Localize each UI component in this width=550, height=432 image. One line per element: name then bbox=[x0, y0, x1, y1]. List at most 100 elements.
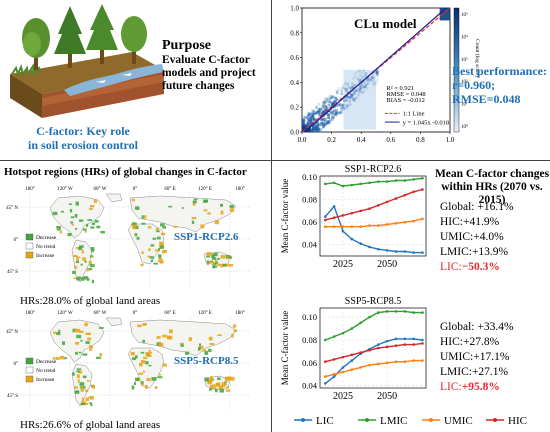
series-hic-point bbox=[377, 346, 380, 350]
series-hic-point bbox=[368, 348, 371, 352]
series-lmic-point bbox=[332, 335, 336, 338]
series-hic-point bbox=[324, 218, 327, 222]
best-performance-line-2: r=0.960; bbox=[452, 78, 496, 92]
ssp1-global: Global: +16.1% bbox=[440, 201, 514, 213]
ssp1-hic: HIC:+41.9% bbox=[440, 216, 500, 228]
series-hic-point bbox=[332, 358, 336, 361]
series-lmic-point bbox=[324, 182, 327, 186]
series-hic-point bbox=[385, 200, 389, 204]
series-umic-point bbox=[332, 372, 336, 376]
series-lic-point bbox=[385, 339, 389, 343]
clu-colorbar bbox=[453, 7, 460, 133]
lon-tick-label: 180° bbox=[25, 187, 35, 192]
series-lmic-point bbox=[377, 180, 380, 183]
lat-tick-label: 45° S bbox=[7, 270, 18, 275]
line-y-tick-label: 0.08 bbox=[302, 195, 317, 205]
colorbar-tick-label: 10³ bbox=[461, 57, 468, 63]
clu-x-tick-label: 0.0 bbox=[298, 136, 307, 144]
series-lic-point bbox=[412, 251, 415, 254]
series-lic-point bbox=[377, 247, 380, 251]
series-lmic-point bbox=[368, 315, 371, 319]
horizontal-divider bbox=[0, 160, 550, 161]
line-chart-2: SSP5-RCP8.5 0.04 0.06 0.08 0.10 2025 2050 Mean … bbox=[280, 296, 427, 402]
series-umic-point bbox=[332, 225, 336, 229]
series-lic-point bbox=[350, 237, 354, 241]
ssp5-lic-value: +95.8% bbox=[461, 381, 500, 393]
series-umic-point bbox=[394, 360, 398, 364]
series-umic-line bbox=[325, 218, 423, 228]
ssp1-lic-prefix: LIC: bbox=[440, 261, 462, 273]
map-2: 180° 120° W 60° W 0° 60° E 120° E 180° 45° N 0° 4… bbox=[6, 311, 250, 431]
clu-r2: R² = 0.921 bbox=[386, 85, 414, 92]
series-lmic-point bbox=[341, 184, 345, 188]
series-lic-point bbox=[332, 205, 336, 208]
map-1-hotspots bbox=[52, 198, 235, 284]
map-legend-label: Decrease bbox=[36, 359, 57, 365]
lat-tick-label: 45° S bbox=[7, 394, 18, 399]
series-umic-point bbox=[403, 220, 407, 224]
series-lmic-point bbox=[377, 311, 380, 314]
series-lmic-point bbox=[403, 310, 407, 313]
line-x-tick-label: 2025 bbox=[333, 391, 353, 402]
series-lic-point bbox=[377, 343, 380, 346]
line-legend: LIC LMIC UMIC HIC bbox=[294, 415, 527, 427]
line-chart-1-ylabel: Mean C-factor value bbox=[280, 179, 290, 253]
lon-tick-label: 60° W bbox=[94, 311, 107, 316]
lon-tick-label: 180° bbox=[235, 311, 245, 316]
line-y-tick-label: 0.04 bbox=[302, 381, 318, 391]
ssp1-changes: Global: +16.1% HIC:+41.9% UMIC:+4.0% LMI… bbox=[440, 200, 550, 275]
colorbar-tick-label: 10⁰ bbox=[461, 124, 468, 130]
map-2-caption: HRs:26.6% of global land areas bbox=[20, 419, 160, 431]
series-lic-point bbox=[324, 382, 327, 385]
series-umic-point bbox=[412, 219, 415, 223]
ssp5-global: Global: +33.4% bbox=[440, 321, 514, 333]
legend-lmic: LMIC bbox=[380, 415, 408, 427]
series-hic-point bbox=[412, 343, 415, 346]
series-lic-point bbox=[359, 242, 362, 245]
map-1-scenario: SSP1-RCP2.6 bbox=[174, 231, 239, 243]
series-hic-point bbox=[412, 190, 415, 194]
series-lmic-point bbox=[350, 183, 354, 187]
series-lmic-point bbox=[412, 311, 415, 314]
ssp1-lic-value: −50.3% bbox=[461, 261, 500, 273]
ssp5-changes: Global: +33.4% HIC:+27.8% UMIC:+17.1% LM… bbox=[440, 320, 550, 395]
lon-tick-label: 180° bbox=[235, 187, 245, 192]
clu-y-tick-label: 0.8 bbox=[290, 29, 299, 37]
line-y-tick-label: 0.10 bbox=[302, 172, 317, 182]
series-hic-point bbox=[350, 353, 354, 357]
map-legend-label: No trend bbox=[36, 244, 56, 250]
series-hic-point bbox=[394, 344, 398, 348]
series-umic-point bbox=[394, 222, 398, 225]
series-lic-point bbox=[324, 215, 327, 218]
soil-erosion-illustration bbox=[10, 4, 164, 118]
series-lmic-point bbox=[421, 176, 424, 180]
series-umic-point bbox=[385, 223, 389, 226]
hotspot-maps: 180° 120° W 60° W 0° 60° E 120° E 180° 45° N 0° 4… bbox=[6, 187, 250, 431]
series-lmic-point bbox=[385, 310, 389, 313]
series-lic-point bbox=[332, 375, 336, 378]
series-umic-point bbox=[324, 225, 327, 229]
best-performance-line-1: Best performance: bbox=[452, 64, 547, 78]
vertical-divider bbox=[271, 0, 272, 432]
series-umic-point bbox=[350, 225, 354, 229]
ssp1-umic: UMIC:+4.0% bbox=[440, 231, 504, 243]
series-lmic-point bbox=[412, 178, 415, 181]
hotspot-title: Hotspot regions (HRs) of global changes … bbox=[4, 166, 247, 178]
series-umic-point bbox=[359, 225, 362, 229]
series-lmic-line bbox=[325, 177, 423, 187]
ssp5-lic-prefix: LIC: bbox=[440, 381, 462, 393]
line-chart-2-title: SSP5-RCP8.5 bbox=[345, 296, 401, 307]
clu-x-tick-label: 0.6 bbox=[386, 136, 395, 144]
series-umic-point bbox=[421, 217, 424, 221]
clu-y-tick-label: 0.4 bbox=[290, 79, 299, 87]
series-hic-point bbox=[341, 214, 345, 217]
ssp5-lmic: LMIC:+27.1% bbox=[440, 366, 509, 378]
lon-tick-label: 120° E bbox=[198, 311, 212, 316]
cfactor-note-line-1: C-factor: Key role bbox=[36, 124, 130, 138]
series-hic-point bbox=[341, 355, 345, 359]
series-hic-point bbox=[403, 193, 407, 197]
clu-x-tick-label: 1.0 bbox=[446, 136, 455, 144]
series-lic-point bbox=[421, 338, 424, 342]
ssp1-lic: LIC:−50.3% bbox=[440, 260, 550, 275]
series-lic-point bbox=[368, 245, 371, 249]
